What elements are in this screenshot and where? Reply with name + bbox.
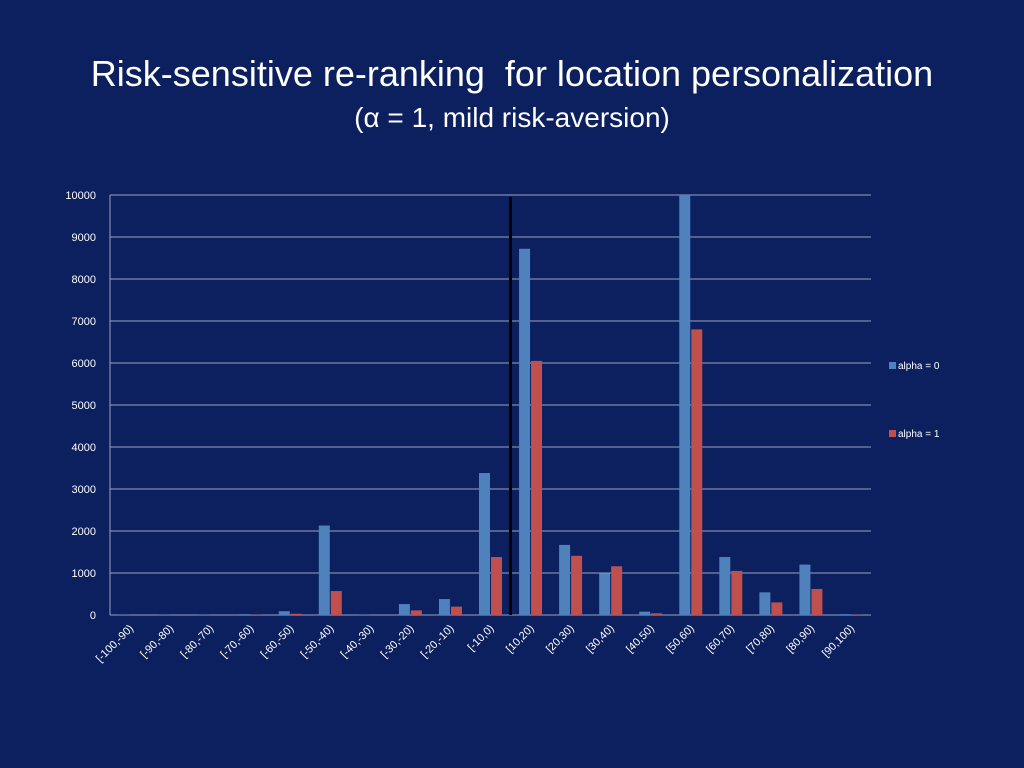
legend-swatch	[889, 362, 896, 369]
y-tick-label: 6000	[72, 358, 96, 370]
bar-alpha0	[519, 248, 531, 615]
x-tick-label: [-70,-60)	[218, 623, 256, 661]
bar-alpha0	[559, 544, 571, 615]
y-tick-label: 8000	[72, 274, 96, 286]
x-tick-label: [80,90)	[784, 623, 817, 656]
x-tick-label: [-100,-90)	[94, 623, 136, 665]
y-tick-label: 5000	[72, 400, 96, 412]
y-tick-label: 0	[90, 610, 96, 622]
bar-alpha0	[719, 557, 731, 615]
bar-alpha1	[611, 566, 623, 615]
x-tick-label: [-20,-10)	[419, 623, 457, 661]
bar-alpha1	[450, 606, 462, 615]
bar-alpha1	[691, 329, 703, 615]
bar-alpha0	[318, 525, 330, 615]
y-tick-label: 10000	[65, 190, 96, 202]
bar-alpha1	[731, 570, 743, 615]
x-tick-label: [-40,-30)	[339, 623, 377, 661]
x-tick-label: [10,20)	[504, 623, 537, 656]
bar-alpha0	[839, 614, 851, 615]
x-tick-label: [-60,-50)	[258, 623, 296, 661]
bar-alpha1	[651, 613, 663, 615]
bar-alpha1	[491, 557, 502, 615]
y-tick-label: 4000	[72, 442, 96, 454]
legend-swatch	[889, 430, 896, 437]
legend-label: alpha = 0	[898, 361, 940, 372]
bar-alpha1	[531, 360, 543, 615]
x-tick-label: [90,100)	[820, 623, 857, 660]
bar-alpha0	[278, 611, 290, 615]
x-tick-label: [-80,-70)	[178, 623, 216, 661]
slide-subtitle: (α = 1, mild risk-aversion)	[354, 102, 670, 133]
bar-alpha0	[799, 564, 811, 615]
bar-alpha0	[479, 473, 490, 615]
x-tick-label: [-10,0)	[466, 623, 497, 654]
bar-alpha1	[771, 602, 783, 615]
x-tick-label: [50,60)	[664, 623, 697, 656]
x-tick-label: [40,50)	[624, 623, 657, 656]
bar-alpha0	[599, 573, 611, 615]
x-tick-label: [-90,-80)	[138, 623, 176, 661]
bar-alpha1	[811, 588, 823, 615]
bar-alpha0	[438, 599, 450, 615]
y-tick-label: 7000	[72, 316, 96, 328]
bar-alpha1	[330, 591, 342, 615]
y-tick-label: 2000	[72, 526, 96, 538]
bar-alpha0	[398, 604, 410, 615]
y-tick-label: 3000	[72, 484, 96, 496]
bar-alpha1	[410, 610, 422, 615]
y-tick-label: 1000	[72, 568, 96, 580]
bar-alpha0	[759, 592, 771, 615]
legend-label: alpha = 1	[898, 429, 940, 440]
x-tick-label: [70,80)	[744, 623, 777, 656]
x-tick-label: [-30,-20)	[379, 623, 417, 661]
x-tick-label: [60,70)	[704, 623, 737, 656]
x-tick-label: [20,30)	[544, 623, 577, 656]
bar-alpha0	[238, 614, 250, 615]
bar-alpha1	[290, 613, 302, 615]
bar-alpha1	[571, 555, 583, 615]
x-tick-label: [30,40)	[584, 623, 617, 656]
bar-alpha0	[679, 195, 691, 615]
y-tick-label: 9000	[72, 232, 96, 244]
bar-alpha0	[639, 611, 651, 615]
x-tick-label: [-50,-40)	[299, 623, 337, 661]
slide-title: Risk-sensitive re-ranking for location p…	[90, 53, 934, 94]
